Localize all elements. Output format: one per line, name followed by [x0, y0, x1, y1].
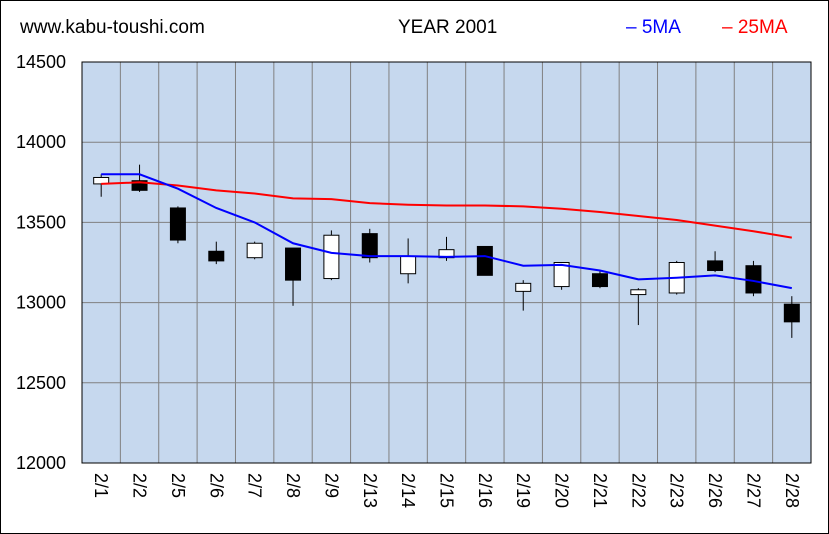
y-tick-label: 13500	[16, 212, 66, 232]
x-tick-label: 2/28	[782, 473, 802, 508]
y-tick-label: 14500	[16, 52, 66, 72]
plot-area	[82, 62, 811, 463]
x-tick-label: 2/9	[321, 473, 341, 498]
candle-body	[783, 303, 800, 323]
candle-body	[553, 262, 570, 288]
x-tick-label: 2/23	[667, 473, 687, 508]
candle-body	[323, 234, 340, 280]
x-tick-label: 2/26	[705, 473, 725, 508]
site-label: www.kabu-toushi.com	[20, 17, 205, 38]
legend-5ma-label: 5MA	[641, 17, 681, 38]
candle-body	[285, 247, 302, 281]
y-tick-label: 12000	[16, 453, 66, 473]
x-tick-label: 2/22	[628, 473, 648, 508]
candle-body	[515, 282, 532, 292]
x-tick-label: 2/19	[513, 473, 533, 508]
candle-body	[246, 242, 263, 259]
x-tick-label: 2/27	[743, 473, 763, 508]
plot-border	[81, 61, 812, 464]
y-tick-label: 13000	[16, 293, 66, 313]
chart-title: YEAR 2001	[398, 17, 498, 38]
candle-body	[400, 255, 417, 275]
legend-5ma: – 5MA	[626, 17, 681, 39]
series-line-25ma	[101, 181, 792, 239]
x-tick-label: 2/21	[590, 473, 610, 508]
x-tick-label: 2/13	[360, 473, 380, 508]
candle-body	[131, 180, 148, 191]
y-tick-label: 12500	[16, 373, 66, 393]
legend-5ma-swatch: –	[626, 17, 637, 38]
candle-body	[361, 233, 378, 259]
x-tick-label: 2/6	[206, 473, 226, 498]
x-tick-label: 2/16	[475, 473, 495, 508]
candle-body	[707, 260, 724, 272]
candle-body	[476, 245, 493, 276]
candle-body	[169, 207, 186, 241]
x-tick-label: 2/7	[245, 473, 265, 498]
x-tick-label: 2/15	[437, 473, 457, 508]
x-tick-label: 2/14	[398, 473, 418, 508]
x-tick-label: 2/2	[130, 473, 150, 498]
y-tick-label: 14000	[16, 132, 66, 152]
legend-25ma: – 25MA	[722, 17, 788, 39]
legend-25ma-swatch: –	[722, 17, 733, 38]
x-tick-label: 2/1	[91, 473, 111, 498]
candle-body	[208, 250, 225, 262]
x-tick-label: 2/20	[552, 473, 572, 508]
legend-25ma-label: 25MA	[737, 17, 788, 38]
x-tick-label: 2/8	[283, 473, 303, 498]
candle-body	[591, 273, 608, 288]
candle-body	[630, 289, 647, 296]
series-line-5ma	[101, 173, 793, 290]
x-tick-label: 2/5	[168, 473, 188, 498]
